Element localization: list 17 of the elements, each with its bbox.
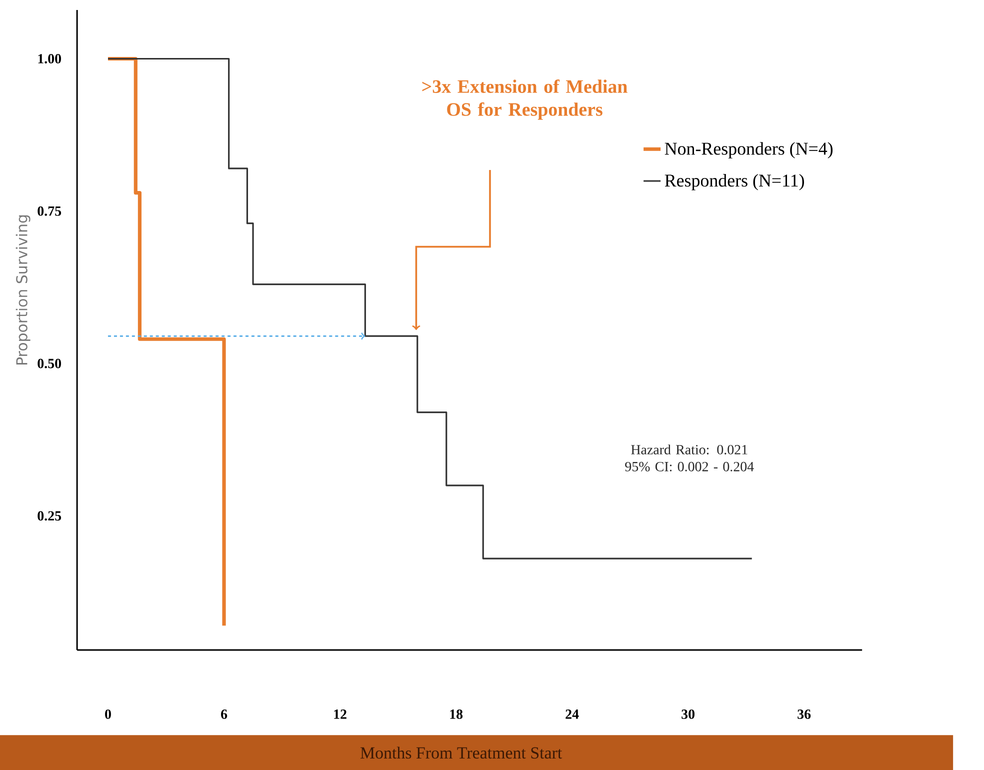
- x-tick-label: 24: [566, 710, 579, 719]
- x-tick-label: 0: [105, 710, 111, 719]
- y-tick-label: 0.25: [38, 511, 62, 521]
- annotation: Hazard Ratio: 0.021 95% CI: 0.002 - 0.204: [625, 444, 754, 472]
- x-tick-label: 18: [450, 710, 463, 719]
- y-tick-label: 1.00: [38, 54, 62, 64]
- x-axis-title: Months From Treatment Start: [360, 746, 562, 759]
- y-tick-label: 0.75: [38, 206, 62, 216]
- legend-label: Responders (N=11): [664, 174, 804, 190]
- x-tick-label: 6: [221, 710, 228, 719]
- x-tick-label: 36: [798, 710, 811, 719]
- y-axis-title: Proportion Surviving: [16, 215, 30, 364]
- x-tick-label: 12: [334, 710, 346, 719]
- legend-label: Non-Responders (N=4): [664, 142, 833, 158]
- x-tick-label: 30: [682, 710, 694, 719]
- annotation: >3x Extension of Median OS for Responders: [422, 79, 628, 120]
- y-tick-label: 0.50: [38, 358, 62, 368]
